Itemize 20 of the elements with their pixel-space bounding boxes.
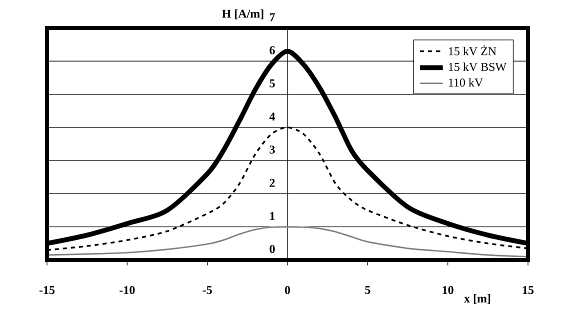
- y-tick-label: 4: [269, 112, 276, 120]
- x-tick-label: -5: [202, 286, 212, 294]
- legend-label: 110 kV: [448, 78, 483, 87]
- legend-label: 15 kV ŻN: [448, 45, 496, 56]
- y-axis-title: H [A/m]: [222, 9, 264, 20]
- y-tick-label: 5: [270, 79, 275, 88]
- y-tick-label: 6: [270, 46, 275, 54]
- legend-label: 15 kV BSW: [448, 62, 507, 72]
- y-tick-label: 2: [270, 178, 275, 187]
- y-tick-label: 1: [270, 212, 275, 220]
- x-tick-label: 15: [522, 286, 534, 294]
- y-tick-label: 0: [270, 244, 275, 254]
- x-tick-label: -10: [120, 286, 135, 294]
- y-tick-label: 3: [270, 146, 275, 154]
- x-tick-label: 5: [365, 286, 370, 294]
- x-axis-title: x [m]: [464, 294, 490, 304]
- x-tick-label: -15: [39, 286, 55, 294]
- y-tick-label: 7: [270, 13, 275, 22]
- x-tick-label: 0: [284, 286, 290, 294]
- x-tick-label: 10: [442, 286, 454, 294]
